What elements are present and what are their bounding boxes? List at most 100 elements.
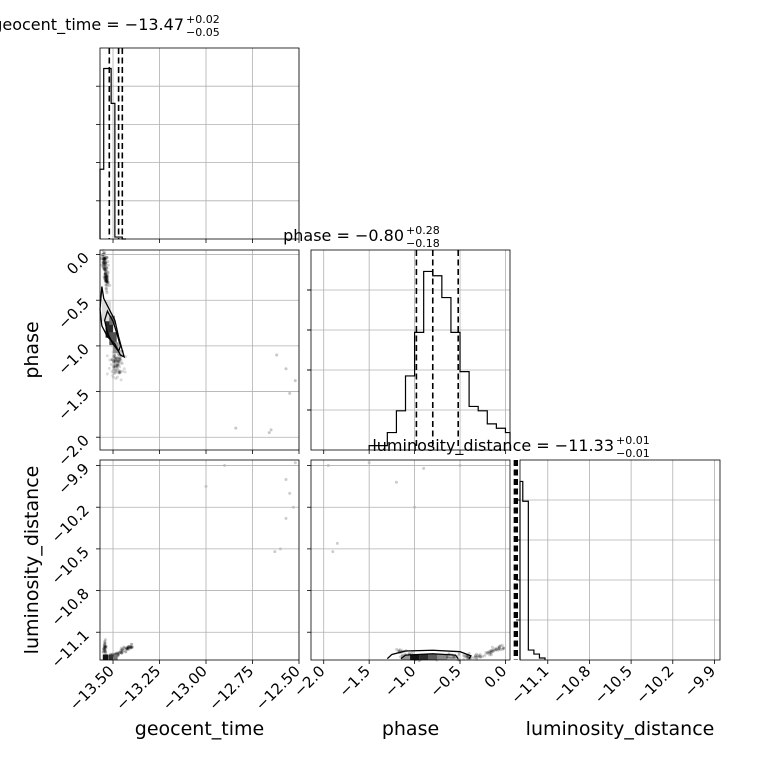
sample-geocent_time-phase-a126 — [106, 278, 110, 282]
sample-phase-luminosity_distance-a9 — [489, 648, 493, 652]
sample-geocent_time-phase-b57 — [117, 371, 121, 375]
sample-geocent_time-luminosity_distance-a73 — [128, 645, 132, 649]
sample-geocent_time-phase-a127 — [103, 271, 107, 275]
sample-phase-luminosity_distance-a146 — [492, 648, 496, 652]
sample-phase-luminosity_distance-a102 — [491, 648, 495, 652]
panel-frame-phase-luminosity_distance — [310, 459, 511, 661]
sample-geocent_time-phase-a16 — [104, 279, 108, 283]
sample-geocent_time-luminosity_distance-a70 — [129, 645, 133, 649]
sample-geocent_time-luminosity_distance-a26 — [130, 645, 134, 649]
contour-geocent_time-phase-1 — [103, 309, 122, 353]
sample-phase-luminosity_distance-out4 — [331, 550, 335, 554]
sample-geocent_time-luminosity_distance-a56 — [127, 645, 131, 649]
sample-geocent_time-phase-a8 — [102, 267, 106, 271]
sample-phase-luminosity_distance-a119 — [500, 643, 504, 647]
sample-geocent_time-phase-a32 — [101, 264, 105, 268]
sample-geocent_time-phase-b44 — [111, 375, 115, 379]
ytick-label-luminosity_distance-1: −10.8 — [48, 585, 93, 630]
sample-geocent_time-phase-b103 — [113, 362, 117, 366]
sample-geocent_time-phase-a29 — [102, 262, 106, 266]
sample-phase-luminosity_distance-a145 — [445, 654, 449, 658]
sample-geocent_time-phase-b26 — [112, 354, 116, 358]
sample-phase-luminosity_distance-a46 — [486, 651, 490, 655]
sample-geocent_time-phase-b68 — [115, 359, 119, 363]
sample-phase-luminosity_distance-a100 — [481, 654, 485, 658]
xtick-label-geocent_time-3: −12.75 — [205, 662, 257, 714]
sample-phase-luminosity_distance-a129 — [462, 654, 466, 658]
sample-phase-luminosity_distance-a126 — [489, 651, 493, 655]
sample-geocent_time-luminosity_distance-out1 — [288, 491, 292, 495]
sample-geocent_time-phase-a120 — [104, 287, 108, 291]
sample-geocent_time-phase-a108 — [104, 275, 108, 279]
sample-geocent_time-phase-a110 — [101, 262, 105, 266]
sample-phase-luminosity_distance-a139 — [499, 644, 503, 648]
sample-geocent_time-phase-b60 — [115, 362, 119, 366]
sample-geocent_time-luminosity_distance-a38 — [129, 646, 133, 650]
sample-geocent_time-phase-a97 — [101, 265, 105, 269]
sample-geocent_time-phase-b0 — [118, 357, 122, 361]
contour-phase-luminosity_distance-1 — [400, 653, 459, 660]
sample-geocent_time-phase-b104 — [119, 358, 123, 362]
sample-geocent_time-phase-b4 — [118, 370, 122, 374]
sample-geocent_time-phase-b94 — [115, 368, 119, 372]
sample-geocent_time-luminosity_distance-a23 — [119, 651, 123, 655]
sample-geocent_time-phase-a132 — [106, 270, 110, 274]
sample-geocent_time-phase-a109 — [105, 274, 109, 278]
density-cell-geocent_time-phase-2 — [109, 332, 117, 345]
sample-geocent_time-luminosity_distance-b19 — [101, 650, 105, 654]
sample-geocent_time-phase-a5 — [102, 261, 106, 265]
panel-title-plus-geocent_time: +0.02 — [186, 13, 220, 26]
sample-phase-luminosity_distance-a62 — [398, 648, 402, 652]
sample-phase-luminosity_distance-a72 — [499, 648, 503, 652]
sample-geocent_time-phase-a73 — [104, 275, 108, 279]
frame-layer — [96, 47, 721, 664]
yaxis-label-phase: phase — [21, 321, 43, 378]
sample-geocent_time-phase-a69 — [103, 277, 107, 281]
sample-geocent_time-phase-b32 — [117, 364, 121, 368]
sample-phase-luminosity_distance-a5 — [464, 655, 468, 659]
sample-geocent_time-phase-b97 — [113, 353, 117, 357]
sample-geocent_time-phase-a66 — [104, 278, 108, 282]
sample-geocent_time-luminosity_distance-a13 — [125, 646, 129, 650]
panel-frame-geocent_time-luminosity_distance — [99, 459, 300, 661]
sample-geocent_time-luminosity_distance-b12 — [101, 647, 105, 651]
sample-geocent_time-phase-a136 — [105, 277, 109, 281]
xtick-label-geocent_time-2: −13.00 — [159, 662, 211, 714]
sample-geocent_time-phase-a119 — [103, 257, 107, 261]
sample-phase-luminosity_distance-a116 — [407, 651, 411, 655]
sample-geocent_time-phase-a67 — [103, 264, 107, 268]
sample-geocent_time-phase-a81 — [103, 275, 107, 279]
sample-phase-luminosity_distance-a99 — [447, 656, 451, 660]
sample-geocent_time-phase-a40 — [104, 282, 108, 286]
sample-geocent_time-phase-b77 — [117, 359, 121, 363]
sample-geocent_time-phase-a44 — [100, 257, 104, 261]
sample-phase-luminosity_distance-a39 — [473, 654, 477, 658]
ytick-label-luminosity_distance-4: −9.9 — [54, 460, 92, 498]
sample-geocent_time-phase-a48 — [101, 254, 105, 258]
sample-geocent_time-phase-b119 — [115, 364, 119, 368]
sample-geocent_time-phase-a22 — [102, 256, 106, 260]
sample-geocent_time-phase-b73 — [119, 378, 123, 382]
sample-geocent_time-phase-b118 — [112, 364, 116, 368]
sample-geocent_time-luminosity_distance-a53 — [114, 651, 118, 655]
sample-geocent_time-luminosity_distance-a29 — [120, 648, 124, 652]
ytick-label-luminosity_distance-0: −11.1 — [48, 626, 93, 671]
sample-geocent_time-phase-b49 — [108, 358, 112, 362]
density-cell-geocent_time-luminosity_distance-1 — [108, 654, 114, 660]
sample-geocent_time-phase-a15 — [105, 269, 109, 273]
sample-phase-luminosity_distance-a52 — [476, 654, 480, 658]
sample-geocent_time-phase-a45 — [102, 275, 106, 279]
panel-title-plus-phase: +0.28 — [406, 224, 440, 237]
sample-geocent_time-phase-b7 — [118, 369, 122, 373]
sample-geocent_time-phase-out0 — [275, 353, 279, 357]
sample-geocent_time-phase-a135 — [105, 256, 109, 260]
sample-phase-luminosity_distance-a136 — [490, 645, 494, 649]
sample-geocent_time-luminosity_distance-a32 — [125, 646, 129, 650]
sample-phase-luminosity_distance-a13 — [488, 653, 492, 657]
sample-geocent_time-luminosity_distance-b1 — [103, 641, 107, 645]
sample-geocent_time-phase-b21 — [118, 356, 122, 360]
sample-geocent_time-phase-b74 — [119, 361, 123, 365]
sample-geocent_time-phase-a59 — [102, 266, 106, 270]
panel-title-main-phase: phase = −0.80 — [283, 226, 404, 245]
